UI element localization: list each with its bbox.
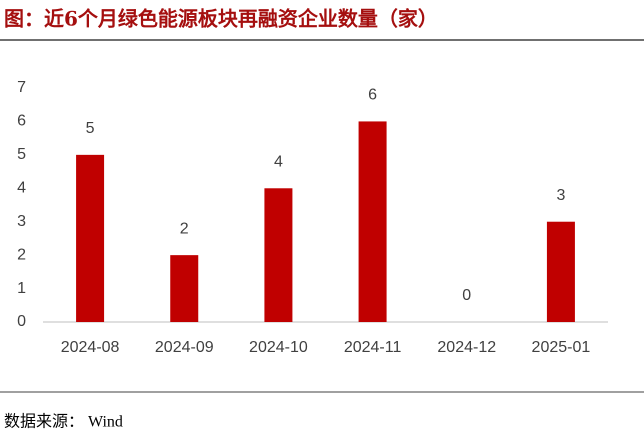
data-label: 5 — [86, 120, 95, 137]
data-label: 2 — [180, 220, 189, 237]
bar — [358, 121, 387, 322]
bar — [264, 188, 293, 322]
x-tick-label: 2024-11 — [344, 339, 402, 356]
y-tick-label: 3 — [17, 213, 26, 230]
bar — [76, 154, 105, 322]
source-note: 数据来源： Wind — [4, 413, 123, 431]
y-tick-label: 1 — [17, 280, 26, 297]
bar — [546, 221, 575, 322]
data-label: 0 — [462, 287, 471, 304]
x-tick-label: 2025-01 — [532, 339, 591, 356]
y-tick-label: 2 — [17, 246, 26, 263]
y-tick-label: 5 — [17, 146, 26, 163]
bar — [170, 255, 199, 322]
data-label: 6 — [368, 87, 377, 104]
y-tick-label: 6 — [17, 113, 26, 130]
chart-title: 图：近6个月绿色能源板块再融资企业数量（家） — [4, 7, 438, 31]
y-tick-label: 4 — [17, 180, 26, 197]
x-tick-label: 2024-09 — [155, 339, 214, 356]
y-tick-label: 7 — [17, 79, 26, 96]
data-label: 4 — [274, 154, 283, 171]
y-tick-label: 0 — [17, 313, 26, 330]
x-tick-label: 2024-12 — [437, 339, 496, 356]
x-tick-label: 2024-10 — [249, 339, 308, 356]
x-tick-label: 2024-08 — [61, 339, 120, 356]
data-label: 3 — [556, 187, 565, 204]
